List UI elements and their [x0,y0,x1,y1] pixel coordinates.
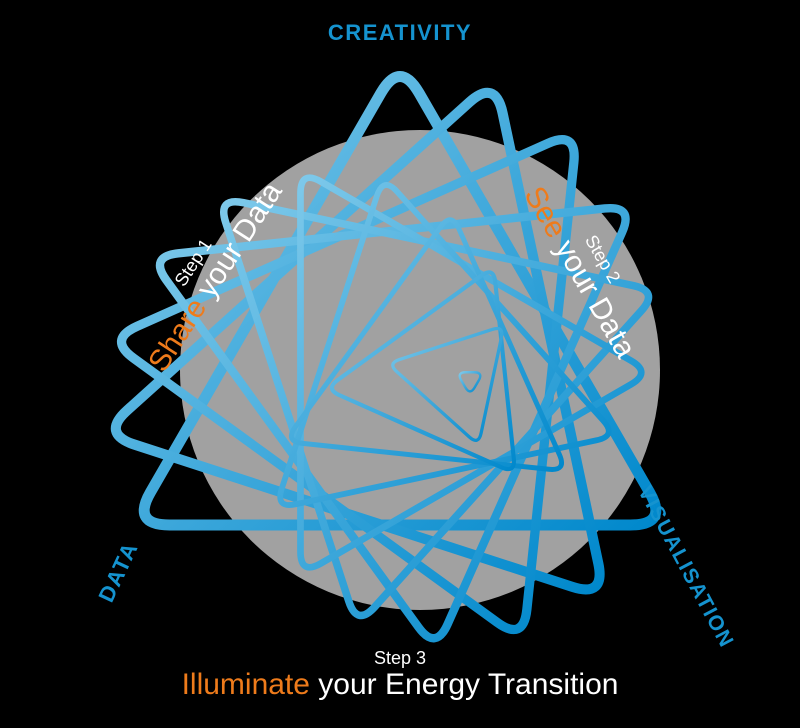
svg-text:Step 3: Step 3 [374,648,426,668]
svg-text:Illuminate your Energy Transit: Illuminate your Energy Transition [182,668,619,701]
vertex-label-visualisation: VISUALISATION [633,482,738,652]
vertex-label-creativity: CREATIVITY [328,20,472,45]
vertex-label-data: DATA [93,538,143,606]
diagram-root: CREATIVITY VISUALISATION DATA Step 1 Sha… [0,0,800,728]
side-label-step3: Step 3 Illuminate your Energy Transition [182,648,619,701]
